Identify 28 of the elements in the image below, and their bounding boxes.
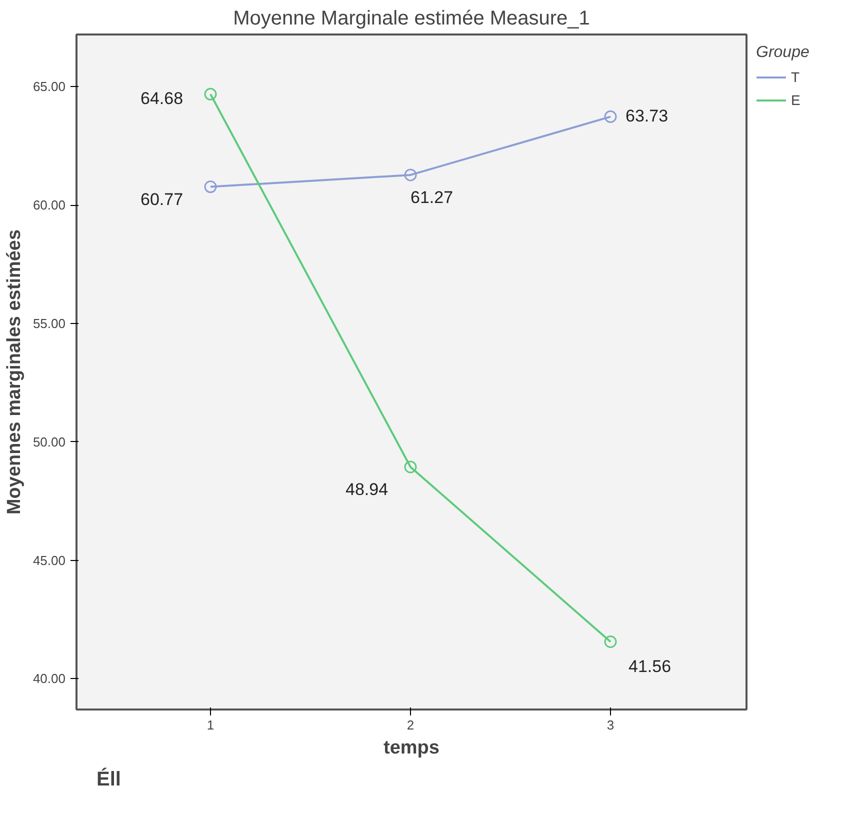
y-tick-label: 65.00 [32,79,66,94]
point [604,636,617,648]
data-label: 61.27 [410,188,454,207]
y-tick-label: 60.00 [32,198,66,213]
y-tick-label: 40.00 [32,671,66,686]
data-label: 64.68 [140,89,184,108]
chart-title: Moyenne Marginale estimée Measure_1 [233,8,590,30]
y-tick-label: 55.00 [32,316,66,331]
x-tick-label: 1 [206,718,214,732]
point [404,460,417,474]
point [204,180,217,194]
x-axis-title: temps [384,738,440,758]
text: Éll [96,768,121,790]
y-axis-title: Moyennes marginales estimées [4,229,25,515]
x-tick-label: 3 [606,718,614,732]
point [604,110,617,123]
legend-title: Groupe [756,44,810,62]
point [204,88,217,100]
legend-label: E [791,92,802,108]
y-tick-label: 45.00 [32,552,66,568]
data-label: 60.77 [140,190,184,209]
legend-label: T [791,69,801,85]
point [404,168,417,182]
data-label: 41.56 [628,656,672,676]
data-label: 63.73 [626,106,668,126]
y-tick-label: 50.00 [32,434,66,450]
x-tick-label: 2 [406,718,414,732]
data-label: 48.94 [346,480,388,499]
